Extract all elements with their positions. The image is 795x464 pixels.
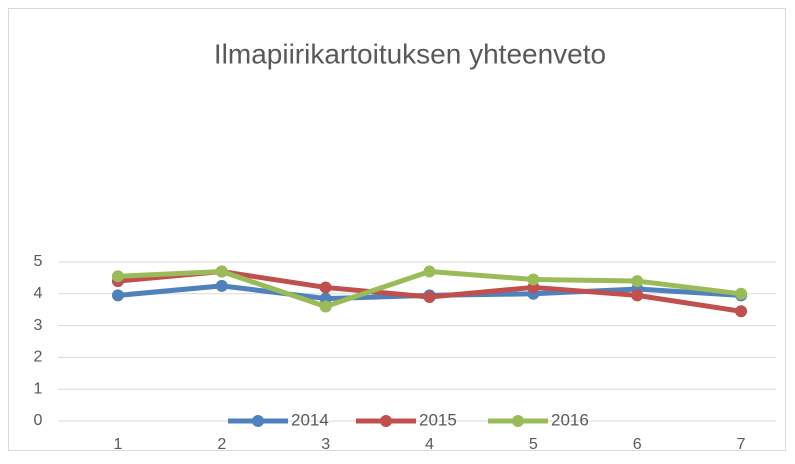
series-marker	[111, 270, 124, 283]
y-tick-label: 2	[34, 349, 43, 366]
legend-label: 2015	[419, 410, 457, 429]
series-marker	[631, 289, 644, 302]
x-tick-label: 2	[217, 436, 226, 453]
legend-label: 2014	[291, 410, 329, 429]
legend-label: 2016	[551, 410, 589, 429]
series-marker	[735, 287, 748, 300]
x-tick-label: 6	[633, 436, 642, 453]
chart-frame	[8, 8, 786, 451]
x-tick-label: 4	[425, 436, 434, 453]
series-marker	[215, 265, 228, 278]
x-tick-label: 1	[113, 436, 122, 453]
legend-marker	[252, 415, 264, 427]
y-tick-label: 0	[34, 412, 43, 429]
legend-marker	[512, 415, 524, 427]
legend-marker	[380, 415, 392, 427]
series-marker	[215, 279, 228, 292]
x-tick-label: 5	[529, 436, 538, 453]
x-tick-label: 7	[737, 436, 746, 453]
series-marker	[111, 289, 124, 302]
chart-title: Ilmapiirikartoituksen yhteenveto	[214, 38, 606, 69]
series-marker	[319, 300, 332, 313]
series-marker	[423, 290, 436, 303]
y-tick-label: 5	[34, 253, 43, 270]
series-marker	[423, 265, 436, 278]
series-marker	[735, 305, 748, 318]
x-tick-label: 3	[321, 436, 330, 453]
series-marker	[527, 273, 540, 286]
y-tick-label: 1	[34, 380, 43, 397]
series-marker	[631, 275, 644, 288]
series-marker	[319, 281, 332, 294]
y-tick-label: 3	[34, 317, 43, 334]
y-tick-label: 4	[34, 285, 43, 302]
